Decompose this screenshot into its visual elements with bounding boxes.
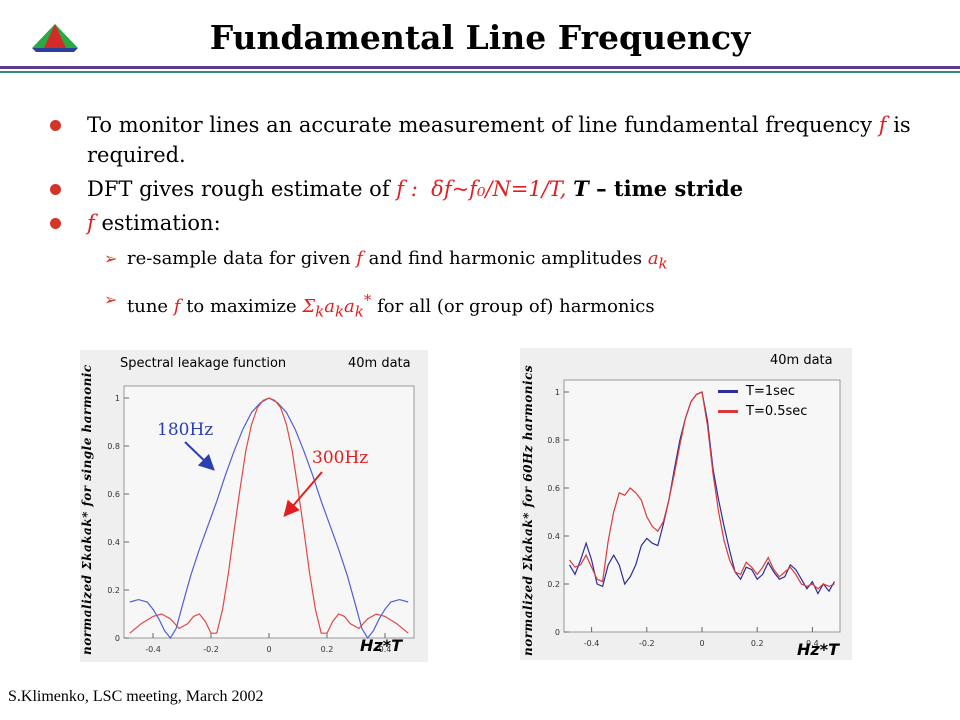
- x-tick-label: 0.2: [321, 645, 334, 654]
- legend: T=1sec T=0.5sec: [718, 384, 807, 424]
- sub-bullet-1: ➢ re-sample data for given f and find ha…: [50, 244, 930, 279]
- y-tick-label: 0.6: [108, 490, 120, 499]
- arrow-180hz: [184, 441, 215, 471]
- legend-swatch: [718, 410, 738, 413]
- left-chart: -0.4 -0.2 0 0.2 0.4 0 0.2 0.4 0.6 0.8 1: [108, 385, 415, 654]
- left-header-dataset: 40m data: [348, 356, 411, 371]
- y-tick-label: 0.2: [548, 580, 560, 589]
- bullet-dot: [50, 120, 61, 131]
- arrow-bullet-icon: ➢: [104, 249, 118, 268]
- x-tick-label: 0: [266, 645, 271, 654]
- legend-item: T=0.5sec: [718, 404, 807, 424]
- y-tick-label: 0.2: [108, 586, 120, 595]
- title-rule-top: [0, 66, 960, 69]
- bullet-3: f estimation:: [50, 208, 930, 238]
- right-chart: -0.4 -0.2 0 0.2 0.4 0 0.2 0.4 0.6 0.8 1: [548, 379, 841, 648]
- y-tick-label: 0.8: [108, 442, 120, 451]
- title-rule-bottom: [0, 71, 960, 73]
- x-tick-label: 0: [699, 639, 704, 648]
- x-tick-label: -0.4: [584, 639, 600, 648]
- y-tick-label: 0.4: [108, 538, 120, 547]
- x-tick-label: 0.4: [379, 645, 392, 654]
- footer-credit: S.Klimenko, LSC meeting, March 2002: [8, 688, 264, 705]
- y-tick-label: 0.8: [548, 436, 560, 445]
- left-header-title: Spectral leakage function: [120, 356, 287, 371]
- y-tick-label: 0.4: [548, 532, 560, 541]
- right-header-dataset: 40m data: [770, 353, 833, 368]
- arrow-300hz: [283, 471, 323, 518]
- y-tick-label: 0: [555, 628, 560, 637]
- legend-swatch: [718, 390, 738, 393]
- right-x-axis-label: Hz*T: [797, 640, 839, 659]
- series-line-2: [129, 397, 409, 634]
- y-tick-label: 0.6: [548, 484, 560, 493]
- y-tick-label: 1: [555, 388, 560, 397]
- series-line-2: [569, 391, 835, 590]
- label-300hz: 300Hz: [312, 448, 369, 468]
- lsc-logo: [32, 24, 78, 52]
- legend-item: T=1sec: [718, 384, 807, 404]
- slide-title: Fundamental Line Frequency: [209, 18, 751, 57]
- bullet-dot: [50, 184, 61, 195]
- bullet-1: To monitor lines an accurate measurement…: [50, 110, 930, 170]
- arrow-bullet-icon: ➢: [104, 289, 118, 309]
- plot-area: [563, 379, 841, 633]
- sub-bullet-2: ➢ tune f to maximize Σkakak* for all (or…: [50, 285, 930, 327]
- bullet-list: To monitor lines an accurate measurement…: [50, 110, 930, 332]
- bullet-dot: [50, 218, 61, 229]
- x-tick-label: 0.2: [751, 639, 764, 648]
- x-tick-label: -0.2: [203, 645, 219, 654]
- label-180hz: 180Hz: [157, 420, 214, 440]
- bullet-2: DFT gives rough estimate of f : δf~f₀/N=…: [50, 174, 930, 204]
- x-tick-label: 0.4: [806, 639, 819, 648]
- plot-area: [123, 385, 415, 639]
- right-y-axis-label: normalized Σkakak* for 60Hz harmonics: [521, 364, 535, 656]
- y-tick-label: 0: [115, 634, 120, 643]
- left-x-axis-label: Hz*T: [360, 636, 402, 655]
- x-tick-label: -0.2: [639, 639, 655, 648]
- y-tick-label: 1: [115, 394, 120, 403]
- x-tick-label: -0.4: [145, 645, 161, 654]
